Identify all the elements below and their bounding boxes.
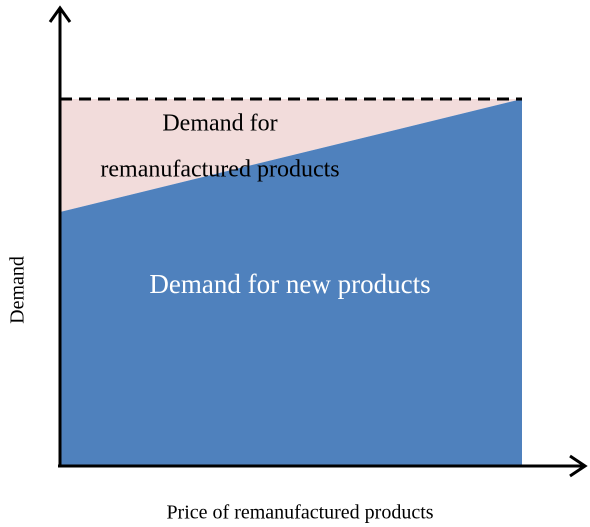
region-label: remanufactured products [100,157,339,183]
x-axis-label: Price of remanufactured products [166,502,433,524]
x-axis-arrow [569,454,588,478]
new-demand-region [60,99,522,466]
y-axis-label: Demand [7,256,29,324]
y-axis-arrow [48,5,72,23]
region-label: Demand for new products [149,269,430,299]
region-label: Demand for [162,111,277,137]
